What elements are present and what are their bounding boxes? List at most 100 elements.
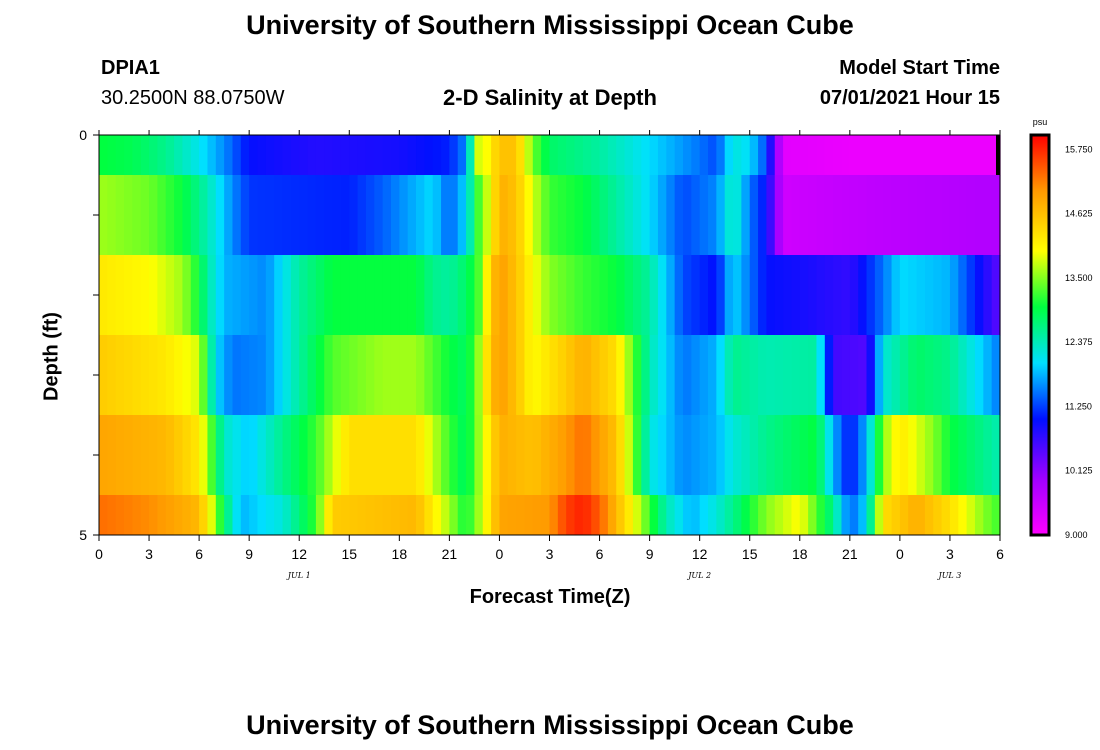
y-axis-label: Depth (ft) [40,312,63,401]
heatmap-cell [274,175,284,256]
heatmap-cell [457,335,467,416]
heatmap-cell [699,495,709,536]
heatmap-cell [783,495,793,536]
heatmap-cell [682,135,692,176]
chart-axes: 0 3 6 9 12 15 18 21 0 3 6 9 12 15 18 21 0 3 6 JUL 1 JUL 2 JUL… [79,127,1004,580]
heatmap-cell [991,335,1001,416]
heatmap-cell [390,175,400,256]
x-tick-label: 21 [842,546,858,562]
heatmap-cell [307,175,317,256]
heatmap-cell [124,495,133,536]
heatmap-cell [190,135,200,176]
heatmap-cell [532,175,542,256]
heatmap-cell [858,255,868,336]
heatmap-cell [599,255,609,336]
heatmap-cell [466,495,476,536]
heatmap-cell [624,335,634,416]
heatmap-cell [607,495,617,536]
x-tick-label: 12 [692,546,708,562]
x-tick-label: 6 [996,546,1004,562]
heatmap-cell [666,175,676,256]
heatmap-cell [466,255,476,336]
heatmap-cell [257,135,267,176]
heatmap-cell [140,415,150,496]
heatmap-cell [407,175,417,256]
heatmap-cell [382,335,392,416]
heatmap-cell [766,255,776,336]
heatmap-cell [532,335,542,416]
heatmap-cell [199,255,209,336]
heatmap-cell [624,415,634,496]
heatmap-cell [207,335,217,416]
heatmap-cell [240,135,250,176]
x-tick-label: 6 [195,546,203,562]
heatmap-cell [115,175,125,256]
heatmap-cell [557,255,567,336]
heatmap-cell [924,415,934,496]
heatmap-cell [733,175,742,256]
heatmap-cell [741,175,751,256]
heatmap-cell [182,415,192,496]
y-tick-label: 0 [79,127,87,143]
heatmap-cell [983,175,993,256]
heatmap-cell [299,335,309,416]
heatmap-cell [232,495,242,536]
x-tick-label: 15 [341,546,357,562]
heatmap-cell [340,415,350,496]
heatmap-cell [874,415,884,496]
heatmap-cell [949,175,959,256]
heatmap-cell [933,175,943,256]
heatmap-cell [357,175,367,256]
heatmap-cell [666,335,676,416]
heatmap-cell [441,495,450,536]
heatmap-cell [708,495,717,536]
heatmap-cell [632,135,642,176]
heatmap-cell [733,415,742,496]
heatmap-cell [407,335,417,416]
heatmap-cell [290,335,300,416]
heatmap-cell [774,335,784,416]
heatmap-cell [140,495,150,536]
heatmap-cell [916,415,926,496]
heatmap-cell [933,135,943,176]
heatmap-cell [858,335,868,416]
heatmap-cell [374,335,384,416]
heatmap-cell [390,255,400,336]
heatmap-cell [649,175,659,256]
heatmap-cell [424,255,434,336]
heatmap-cell [774,135,784,176]
heatmap-cell [482,135,492,176]
heatmap-cell [808,495,818,536]
heatmap-cell [424,135,434,176]
heatmap-cell [941,175,951,256]
heatmap-cell [124,135,133,176]
colorbar-legend: psu 15.750 14.625 13.500 12.375 11.250 10.125 9… [1029,117,1093,540]
heatmap-cell [699,135,709,176]
x-tick-label: 18 [792,546,808,562]
heatmap-cell [124,255,133,336]
heatmap-cell [324,175,334,256]
heatmap-cell [182,175,192,256]
heatmap-cell [282,255,292,336]
heatmap-cell [349,175,359,256]
heatmap-cell [766,135,776,176]
heatmap-cell [407,415,417,496]
heatmap-cell [783,175,793,256]
heatmap-cell [607,175,617,256]
heatmap-cell [649,495,659,536]
heatmap-cell [340,335,350,416]
heatmap-cell [357,255,367,336]
heatmap-cell [474,255,484,336]
heatmap-cell [841,335,851,416]
heatmap-cell [466,175,476,256]
heatmap-cell [249,255,259,336]
heatmap-cell [207,175,217,256]
heatmap-cell [491,335,501,416]
heatmap-cell [357,415,367,496]
heatmap-cell [949,255,959,336]
heatmap-cell [699,175,709,256]
heatmap-cell [207,255,217,336]
heatmap-cell [774,495,784,536]
heatmap-cell [199,135,209,176]
heatmap-cell [758,415,767,496]
